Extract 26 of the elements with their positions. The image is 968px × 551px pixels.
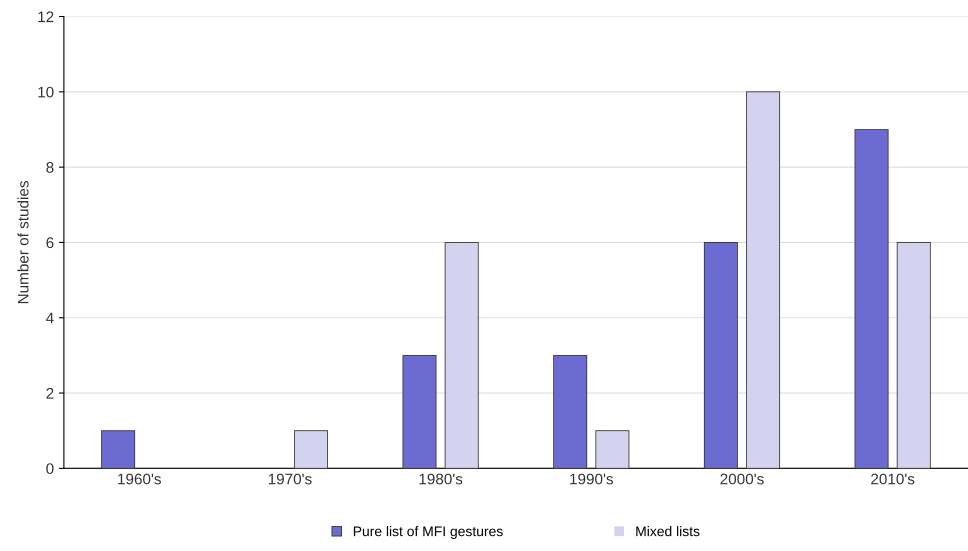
y-tick-label: 0 bbox=[46, 463, 54, 474]
x-tick-label: 1970's bbox=[268, 474, 312, 484]
bar bbox=[896, 242, 931, 468]
y-axis-title: Number of studies bbox=[17, 181, 29, 304]
bar bbox=[402, 354, 436, 468]
bar bbox=[553, 354, 588, 468]
x-tick-label: 1980's bbox=[419, 474, 462, 484]
x-tick-label: 2010's bbox=[871, 474, 914, 484]
y-tick-label: 10 bbox=[38, 86, 54, 98]
x-tick-label: 1990's bbox=[570, 474, 614, 484]
x-tick-label: 1960's bbox=[118, 474, 161, 484]
bar bbox=[101, 430, 136, 468]
y-tick-label: 8 bbox=[46, 162, 54, 173]
x-tick-label: 2000's bbox=[720, 474, 764, 484]
bar bbox=[294, 430, 328, 468]
bar bbox=[854, 129, 889, 468]
y-tick-label: 6 bbox=[46, 237, 54, 248]
legend-label: Mixed lists bbox=[636, 526, 700, 536]
bar bbox=[746, 91, 780, 468]
bar bbox=[595, 430, 630, 468]
y-tick-label: 12 bbox=[38, 11, 54, 22]
bar bbox=[444, 242, 479, 468]
y-tick-label: 4 bbox=[46, 312, 54, 324]
bar bbox=[704, 242, 738, 468]
legend-label: Pure list of MFI gestures bbox=[354, 526, 503, 539]
y-tick-label: 2 bbox=[46, 388, 54, 399]
